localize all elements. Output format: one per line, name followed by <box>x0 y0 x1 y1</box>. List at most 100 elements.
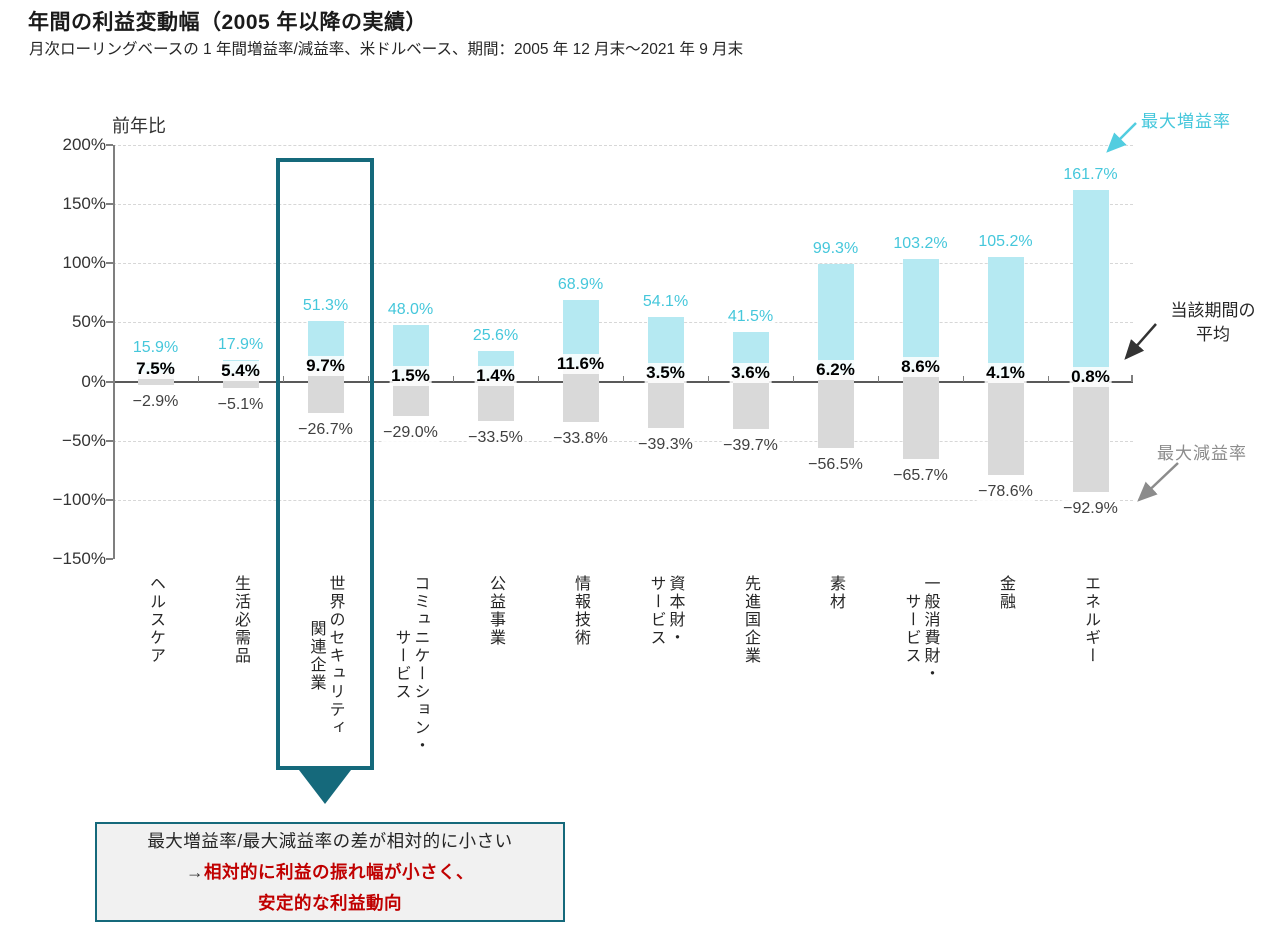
max-loss-bar <box>902 371 939 460</box>
y-tick-label: −50% <box>62 430 106 450</box>
y-tick-mark <box>106 558 113 561</box>
max-loss-bar <box>307 370 344 414</box>
y-tick-label: 50% <box>71 312 106 332</box>
page-title: 年間の利益変動幅（2005 年以降の実績） <box>28 11 428 34</box>
average-value-label: 11.6% <box>554 353 607 374</box>
zero-axis-line <box>113 380 1133 383</box>
x-tick-mark <box>793 375 794 382</box>
max-gain-bar <box>1072 189 1109 381</box>
max-gain-value-label: 103.2% <box>891 234 950 254</box>
y-tick-mark <box>106 143 113 146</box>
gridline <box>113 322 1133 324</box>
annotation-average-line2: 平均 <box>1196 325 1230 344</box>
x-tick-mark <box>623 375 624 382</box>
y-axis-title: 前年比 <box>112 116 166 136</box>
y-tick-mark <box>106 202 113 205</box>
gridline <box>113 144 1133 146</box>
category-label: エネルギー <box>1082 575 1099 665</box>
max-loss-value-label: −26.7% <box>296 420 355 440</box>
x-tick-mark <box>538 375 539 382</box>
category-label: 先進国企業 <box>742 575 759 665</box>
average-value-label: 1.5% <box>389 365 432 386</box>
category-label: 素材 <box>827 575 844 611</box>
callout-line2-text: 相対的に利益の振れ幅が小さく、 <box>204 861 474 882</box>
average-value-label: 8.6% <box>899 357 942 378</box>
max-gain-value-label: 161.7% <box>1061 164 1120 184</box>
y-tick-label: −150% <box>52 549 106 569</box>
max-loss-value-label: −29.0% <box>381 422 440 442</box>
category-label: 一般消費財・ サービス <box>902 575 939 683</box>
category-label: 世界のセキュリティ 関連企業 <box>307 575 344 737</box>
max-gain-value-label: 17.9% <box>215 335 266 355</box>
max-gain-value-label: 25.6% <box>470 326 521 346</box>
callout-box: 最大増益率/最大減益率の差が相対的に小さい →相対的に利益の振れ幅が小さく、 安… <box>95 822 565 922</box>
x-tick-mark <box>283 375 284 382</box>
max-loss-bar <box>732 377 769 429</box>
max-gain-value-label: 54.1% <box>640 292 691 312</box>
callout-line2-arrow: → <box>186 861 204 882</box>
max-gain-value-label: 68.9% <box>555 274 606 294</box>
page-subtitle: 月次ローリングベースの 1 年間増益率/減益率、米ドルベース、期間：2005 年… <box>29 41 744 58</box>
max-loss-bar <box>817 374 854 449</box>
average-value-label: 4.1% <box>984 362 1027 383</box>
max-gain-bar <box>902 259 939 372</box>
max-loss-bar <box>392 379 429 416</box>
x-tick-mark <box>368 375 369 382</box>
max-loss-value-label: −39.7% <box>721 435 780 455</box>
category-label: ヘルスケア <box>147 575 164 665</box>
max-gain-value-label: 99.3% <box>810 238 861 258</box>
y-axis-line <box>113 144 115 560</box>
x-tick-mark <box>708 375 709 382</box>
max-loss-value-label: −39.3% <box>636 435 695 455</box>
annotation-average-line1: 当該期間の <box>1170 301 1256 320</box>
category-label: 生活必需品 <box>232 575 249 665</box>
max-gain-value-label: 41.5% <box>725 307 776 327</box>
callout-line1: 最大増益率/最大減益率の差が相対的に小さい <box>147 830 513 851</box>
x-tick-mark <box>453 375 454 382</box>
gridline <box>113 203 1133 205</box>
max-loss-value-label: −92.9% <box>1061 498 1120 518</box>
category-label: 情報技術 <box>572 575 589 647</box>
highlight-arrowhead-icon <box>299 770 351 804</box>
annotation-min-rate: 最大減益率 <box>1157 444 1247 463</box>
category-label: 公益事業 <box>487 575 504 647</box>
max-loss-value-label: −5.1% <box>215 394 266 414</box>
max-loss-value-label: −56.5% <box>806 455 865 475</box>
average-value-label: 9.7% <box>304 356 347 376</box>
max-gain-value-label: 105.2% <box>976 231 1035 251</box>
annotation-average: 当該期間の 平均 <box>1146 299 1280 347</box>
x-tick-mark <box>963 375 964 382</box>
callout-line2: →相対的に利益の振れ幅が小さく、 <box>186 857 474 888</box>
average-value-label: 3.6% <box>729 363 772 384</box>
y-tick-mark <box>106 498 113 501</box>
x-tick-mark <box>198 375 199 382</box>
max-loss-value-label: −33.5% <box>466 428 525 448</box>
average-value-label: 7.5% <box>134 358 177 379</box>
average-value-label: 6.2% <box>814 360 857 381</box>
y-tick-label: −100% <box>52 489 106 509</box>
average-value-label: 5.4% <box>219 361 262 382</box>
category-label: コミュニケーション・ サービス <box>392 575 429 755</box>
zero-axis-end-tick <box>1131 374 1133 382</box>
max-loss-value-label: −78.6% <box>976 481 1035 501</box>
y-tick-label: 0% <box>81 371 106 391</box>
annotation-max-rate: 最大増益率 <box>1141 112 1231 131</box>
x-tick-mark <box>1048 375 1049 382</box>
category-label: 金融 <box>997 575 1014 611</box>
max-gain-value-label: 51.3% <box>300 295 351 315</box>
max-gain-bar <box>987 256 1024 377</box>
max-loss-value-label: −2.9% <box>130 391 181 411</box>
max-loss-bar <box>477 379 514 422</box>
max-loss-bar <box>647 377 684 429</box>
gridline <box>113 440 1133 442</box>
average-value-label: 1.4% <box>474 365 517 386</box>
y-tick-mark <box>106 321 113 324</box>
max-loss-bar <box>562 367 599 422</box>
gridline <box>113 499 1133 501</box>
y-tick-label: 200% <box>62 134 106 154</box>
max-gain-value-label: 48.0% <box>385 299 436 319</box>
max-loss-value-label: −33.8% <box>551 428 610 448</box>
max-loss-bar <box>987 376 1024 475</box>
